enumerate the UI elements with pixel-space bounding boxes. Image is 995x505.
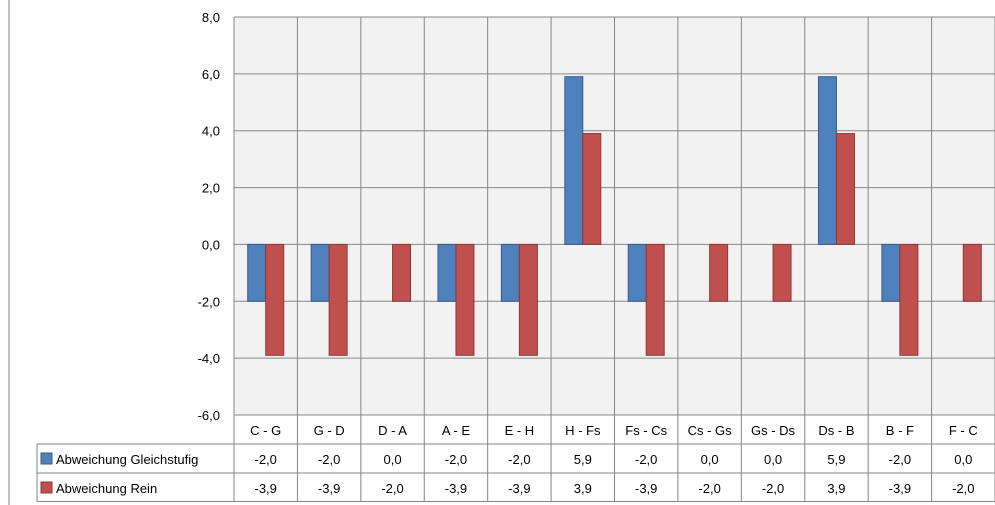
bar-gleichstufig bbox=[500, 243, 520, 302]
category-label: Cs - Gs bbox=[688, 423, 733, 438]
category-label: B - F bbox=[886, 423, 914, 438]
data-table-value: -3,9 bbox=[508, 481, 530, 496]
legend-swatch bbox=[40, 452, 53, 465]
data-table-value: -2,0 bbox=[381, 481, 403, 496]
data-table-value: -2,0 bbox=[698, 481, 720, 496]
bar-rein bbox=[455, 243, 475, 356]
data-table-value: -2,0 bbox=[762, 481, 784, 496]
data-table-value: -2,0 bbox=[255, 452, 277, 467]
data-table-value: 0,0 bbox=[764, 452, 782, 467]
data-table-value: -3,9 bbox=[635, 481, 657, 496]
data-table-value: 0,0 bbox=[384, 452, 402, 467]
bar-rein bbox=[709, 243, 729, 302]
data-table-value: 0,0 bbox=[954, 452, 972, 467]
bar-rein bbox=[328, 243, 348, 356]
bar-rein bbox=[392, 243, 412, 302]
category-label: D - A bbox=[378, 423, 407, 438]
bar-gleichstufig bbox=[881, 243, 901, 302]
y-tick-label: 2,0 bbox=[202, 181, 220, 196]
category-label: C - G bbox=[250, 423, 281, 438]
category-label: G - D bbox=[314, 423, 345, 438]
category-label: Gs - Ds bbox=[751, 423, 796, 438]
data-table-value: 3,9 bbox=[827, 481, 845, 496]
bar-gleichstufig bbox=[627, 243, 647, 302]
legend-swatch bbox=[40, 481, 53, 494]
bar-gleichstufig bbox=[247, 243, 267, 302]
legend-entry: Abweichung Rein bbox=[56, 481, 157, 496]
bar-rein bbox=[899, 243, 919, 356]
bar-rein bbox=[772, 243, 792, 302]
gridlines bbox=[233, 16, 995, 502]
bar-gleichstufig bbox=[310, 243, 330, 302]
data-table-value: -2,0 bbox=[952, 481, 974, 496]
y-tick-label: 0,0 bbox=[202, 237, 220, 252]
legend-entry: Abweichung Gleichstufig bbox=[56, 452, 198, 467]
data-table-value: -2,0 bbox=[445, 452, 467, 467]
data-table-value: -2,0 bbox=[635, 452, 657, 467]
y-tick-label: -2,0 bbox=[198, 294, 220, 309]
y-axis-ticks: -6,0 -4,0 -2,0 0,0 2,0 4,0 6,0 8,0 bbox=[198, 10, 220, 423]
bar-rein bbox=[645, 243, 665, 356]
bar-rein bbox=[582, 133, 602, 245]
data-table-value: 0,0 bbox=[701, 452, 719, 467]
y-tick-label: 4,0 bbox=[202, 124, 220, 139]
data-table-value: -2,0 bbox=[889, 452, 911, 467]
y-tick-label: 6,0 bbox=[202, 67, 220, 82]
category-label: Fs - Cs bbox=[625, 423, 667, 438]
bar-rein bbox=[835, 133, 855, 245]
category-label: E - H bbox=[505, 423, 535, 438]
category-label: A - E bbox=[442, 423, 471, 438]
y-tick-label: 8,0 bbox=[202, 10, 220, 25]
bar-gleichstufig bbox=[564, 76, 584, 245]
y-tick-label: -4,0 bbox=[198, 351, 220, 366]
bar-gleichstufig bbox=[437, 243, 457, 302]
data-table-value: -3,9 bbox=[255, 481, 277, 496]
data-table-value: -3,9 bbox=[318, 481, 340, 496]
data-table-value: -3,9 bbox=[445, 481, 467, 496]
category-label: F - C bbox=[949, 423, 978, 438]
bar-gleichstufig bbox=[817, 76, 837, 245]
bar-rein bbox=[962, 243, 982, 302]
data-table: C - G G - D D - A A - E E - H H - Fs Fs - Cs Cs… bbox=[36, 423, 995, 502]
data-table-value: 5,9 bbox=[827, 452, 845, 467]
data-table-value: -2,0 bbox=[318, 452, 340, 467]
category-label: H - Fs bbox=[565, 423, 601, 438]
y-tick-label: -6,0 bbox=[198, 408, 220, 423]
category-label: Ds - B bbox=[818, 423, 854, 438]
bars bbox=[247, 76, 982, 356]
data-table-value: -2,0 bbox=[508, 452, 530, 467]
data-table-value: 3,9 bbox=[574, 481, 592, 496]
data-table-value: 5,9 bbox=[574, 452, 592, 467]
bar-rein bbox=[265, 243, 285, 356]
bar-rein bbox=[518, 243, 538, 356]
data-table-value: -3,9 bbox=[889, 481, 911, 496]
